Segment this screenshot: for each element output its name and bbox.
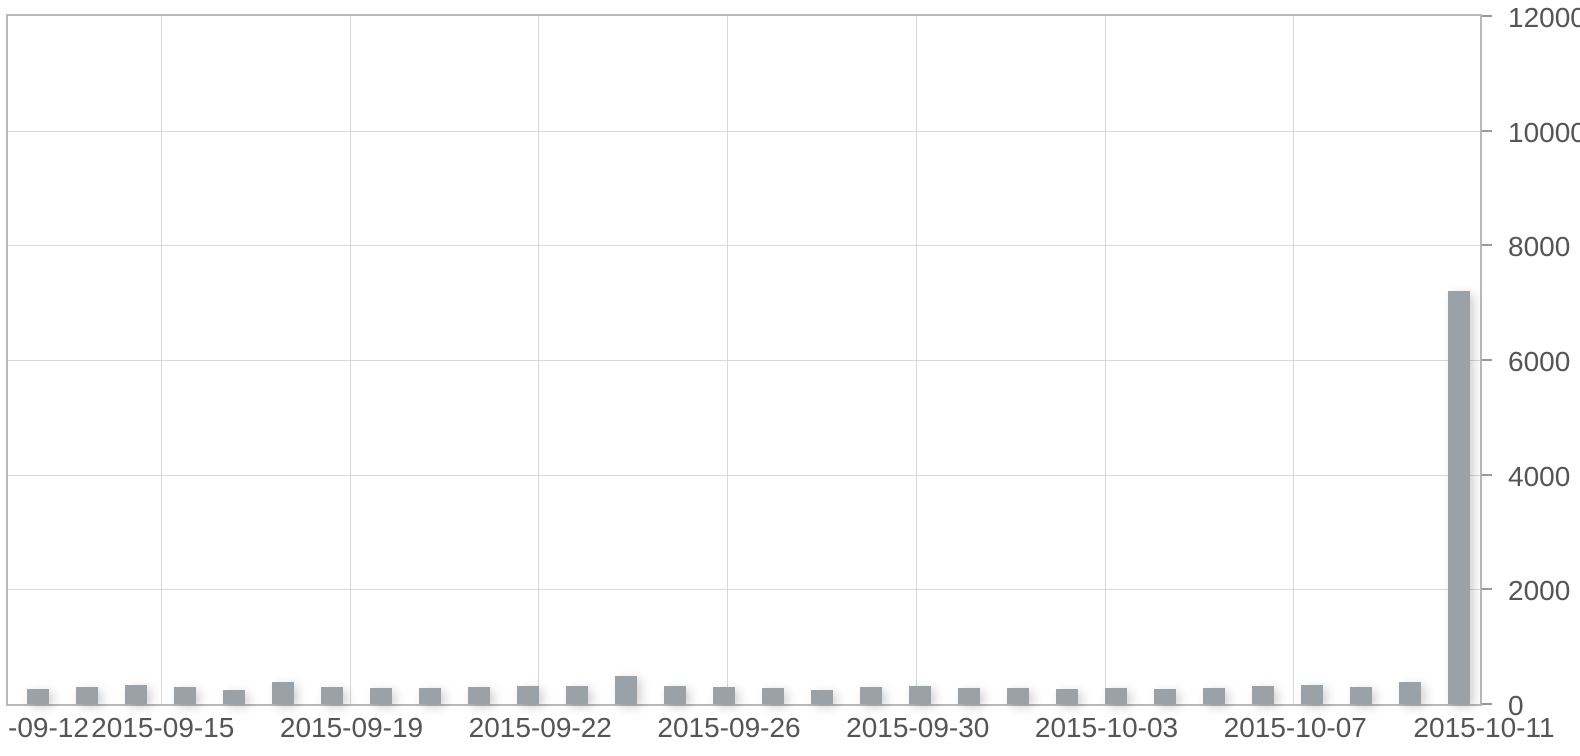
bar — [1301, 685, 1323, 704]
bar — [1350, 687, 1372, 704]
bar — [223, 690, 245, 704]
x-axis-label: -09-12 — [8, 712, 89, 744]
bar — [321, 687, 343, 704]
grid-line-vertical — [1105, 16, 1106, 704]
grid-line-horizontal — [8, 475, 1480, 476]
y-axis-label: 4000 — [1508, 461, 1570, 493]
bar — [958, 688, 980, 704]
bar — [1154, 689, 1176, 704]
y-axis-tick — [1482, 15, 1492, 17]
x-axis-label: 2015-10-07 — [1224, 712, 1367, 744]
grid-line-horizontal — [8, 245, 1480, 246]
y-axis-tick — [1482, 474, 1492, 476]
x-axis-label: 2015-09-26 — [657, 712, 800, 744]
bar — [174, 687, 196, 704]
x-axis-label: 2015-09-19 — [280, 712, 423, 744]
bar — [1448, 291, 1470, 704]
chart-plot-area: 020004000600080001000012000-09-122015-09… — [6, 14, 1482, 706]
bar — [1399, 682, 1421, 704]
bar — [615, 676, 637, 704]
y-axis-label: 6000 — [1508, 346, 1570, 378]
bar — [860, 687, 882, 704]
y-axis-tick — [1482, 703, 1492, 705]
bar — [76, 687, 98, 704]
y-axis-label: 2000 — [1508, 575, 1570, 607]
bar — [370, 688, 392, 704]
bar — [811, 690, 833, 704]
bar — [1203, 688, 1225, 704]
grid-line-vertical — [538, 16, 539, 704]
y-axis-tick — [1482, 244, 1492, 246]
grid-line-vertical — [727, 16, 728, 704]
y-axis-label: 12000 — [1508, 2, 1580, 34]
bar — [1105, 688, 1127, 704]
bar-chart: 020004000600080001000012000-09-122015-09… — [0, 0, 1580, 756]
bar — [272, 682, 294, 704]
bar — [468, 687, 490, 704]
x-axis-label: 2015-09-22 — [469, 712, 612, 744]
bar — [762, 688, 784, 704]
bar — [419, 688, 441, 704]
x-axis-label: 2015-10-03 — [1035, 712, 1178, 744]
bar — [517, 686, 539, 704]
bar — [664, 686, 686, 704]
bar — [125, 685, 147, 704]
x-axis-label: 2015-09-30 — [846, 712, 989, 744]
bar — [1007, 688, 1029, 704]
y-axis-tick — [1482, 130, 1492, 132]
grid-line-vertical — [916, 16, 917, 704]
grid-line-vertical — [350, 16, 351, 704]
bar — [713, 687, 735, 704]
y-axis-label: 8000 — [1508, 231, 1570, 263]
y-axis-tick — [1482, 588, 1492, 590]
bar — [27, 689, 49, 704]
y-axis-tick — [1482, 359, 1492, 361]
grid-line-vertical — [1293, 16, 1294, 704]
y-axis-label: 10000 — [1508, 117, 1580, 149]
x-axis-label: 2015-10-11 — [1413, 712, 1554, 744]
grid-line-vertical — [161, 16, 162, 704]
bar — [909, 686, 931, 704]
grid-line-horizontal — [8, 131, 1480, 132]
bar — [566, 686, 588, 704]
grid-line-horizontal — [8, 589, 1480, 590]
bar — [1252, 686, 1274, 704]
x-axis-label: 2015-09-15 — [91, 712, 234, 744]
grid-line-horizontal — [8, 360, 1480, 361]
bar — [1056, 689, 1078, 704]
